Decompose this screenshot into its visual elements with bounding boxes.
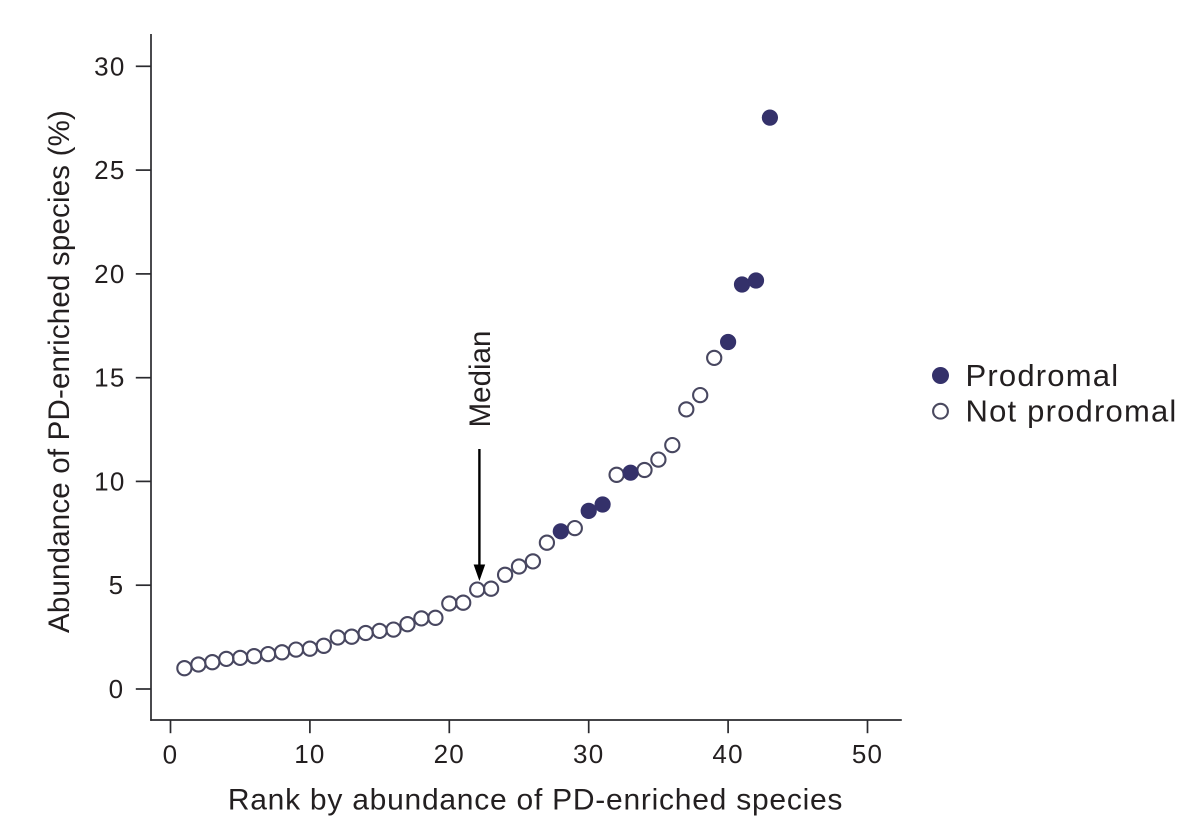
svg-text:Rank by abundance of PD-enrich: Rank by abundance of PD-enriched species bbox=[228, 784, 843, 817]
svg-text:10: 10 bbox=[94, 466, 125, 496]
svg-text:25: 25 bbox=[94, 155, 125, 185]
svg-text:0: 0 bbox=[163, 739, 179, 769]
svg-text:30: 30 bbox=[573, 739, 604, 769]
svg-text:0: 0 bbox=[109, 674, 125, 704]
svg-text:5: 5 bbox=[109, 570, 125, 600]
svg-text:Prodromal: Prodromal bbox=[966, 358, 1120, 393]
svg-text:40: 40 bbox=[712, 739, 743, 769]
svg-text:30: 30 bbox=[94, 51, 125, 81]
svg-text:Not prodromal: Not prodromal bbox=[966, 394, 1178, 429]
svg-text:Median: Median bbox=[464, 331, 497, 428]
svg-text:15: 15 bbox=[94, 363, 125, 393]
svg-text:20: 20 bbox=[94, 259, 125, 289]
svg-text:50: 50 bbox=[852, 739, 883, 769]
svg-text:Abundance of PD-enriched speci: Abundance of PD-enriched species (%) bbox=[43, 110, 76, 633]
svg-text:10: 10 bbox=[294, 739, 325, 769]
svg-text:20: 20 bbox=[434, 739, 465, 769]
